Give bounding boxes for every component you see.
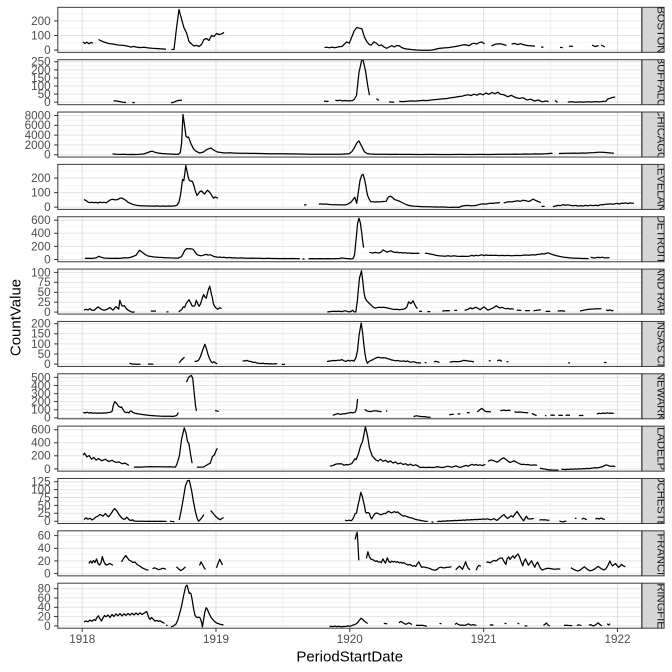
svg-text:2000: 2000 — [25, 139, 52, 152]
svg-text:6000: 6000 — [25, 119, 52, 132]
svg-text:200: 200 — [31, 15, 51, 28]
svg-text:250: 250 — [31, 56, 51, 69]
svg-text:100: 100 — [31, 484, 51, 497]
svg-text:25: 25 — [38, 296, 52, 309]
svg-text:75: 75 — [38, 276, 52, 289]
svg-text:1920: 1920 — [337, 633, 364, 646]
svg-text:NEWARK: NEWARK — [654, 372, 666, 421]
svg-text:100: 100 — [31, 404, 51, 417]
svg-text:ROCHESTER: ROCHESTER — [654, 466, 666, 536]
svg-text:0: 0 — [44, 201, 51, 214]
svg-text:PHILADELPHIA: PHILADELPHIA — [654, 409, 666, 490]
svg-text:0: 0 — [44, 306, 51, 319]
svg-text:60: 60 — [38, 530, 52, 543]
svg-text:CLEVELAND: CLEVELAND — [654, 154, 666, 221]
svg-text:0: 0 — [44, 358, 51, 371]
svg-text:20: 20 — [38, 555, 52, 568]
svg-text:125: 125 — [31, 476, 51, 489]
svg-text:KANSAS CITY: KANSAS CITY — [654, 307, 666, 382]
svg-text:20: 20 — [38, 611, 52, 624]
svg-text:100: 100 — [31, 338, 51, 351]
svg-text:SPRINGFIELD: SPRINGFIELD — [654, 568, 666, 643]
svg-text:25: 25 — [38, 507, 52, 520]
svg-text:600: 600 — [31, 214, 51, 227]
svg-text:200: 200 — [31, 64, 51, 77]
svg-text:0: 0 — [44, 253, 51, 266]
svg-text:0: 0 — [44, 412, 51, 425]
svg-text:1918: 1918 — [69, 633, 95, 646]
svg-text:PeriodStartDate: PeriodStartDate — [296, 649, 403, 666]
svg-text:150: 150 — [31, 72, 51, 85]
svg-text:50: 50 — [38, 286, 52, 299]
svg-text:40: 40 — [38, 542, 52, 555]
svg-text:CountValue: CountValue — [8, 279, 25, 356]
svg-text:200: 200 — [31, 240, 51, 253]
svg-text:100: 100 — [31, 266, 51, 279]
svg-text:500: 500 — [31, 371, 51, 384]
svg-text:60: 60 — [38, 592, 52, 605]
svg-text:200: 200 — [31, 172, 51, 185]
svg-text:1922: 1922 — [604, 633, 630, 646]
svg-text:400: 400 — [31, 227, 51, 240]
svg-text:200: 200 — [31, 396, 51, 409]
svg-text:1921: 1921 — [471, 633, 497, 646]
svg-text:40: 40 — [38, 601, 52, 614]
svg-text:400: 400 — [31, 379, 51, 392]
svg-text:50: 50 — [38, 88, 52, 101]
svg-text:150: 150 — [31, 328, 51, 341]
svg-text:100: 100 — [31, 29, 51, 42]
svg-text:0: 0 — [44, 96, 51, 109]
svg-text:DETROIT: DETROIT — [654, 215, 666, 264]
svg-text:400: 400 — [31, 437, 51, 450]
svg-text:50: 50 — [38, 348, 52, 361]
svg-text:8000: 8000 — [25, 109, 52, 122]
svg-text:GRAND RAPIDS: GRAND RAPIDS — [654, 249, 666, 334]
svg-text:0: 0 — [44, 463, 51, 476]
svg-text:100: 100 — [31, 187, 51, 200]
svg-text:SAN FRANCISCO: SAN FRANCISCO — [654, 507, 666, 599]
svg-text:4000: 4000 — [25, 129, 52, 142]
svg-text:75: 75 — [38, 491, 52, 504]
svg-text:0: 0 — [44, 44, 51, 57]
svg-text:200: 200 — [31, 450, 51, 463]
svg-text:80: 80 — [38, 583, 52, 596]
svg-text:200: 200 — [31, 318, 51, 331]
svg-text:0: 0 — [44, 515, 51, 528]
svg-text:BOSTON: BOSTON — [654, 6, 666, 53]
svg-text:300: 300 — [31, 388, 51, 401]
svg-text:0: 0 — [44, 568, 51, 581]
svg-text:BUFFALO: BUFFALO — [654, 57, 666, 108]
svg-text:CHICAGO: CHICAGO — [654, 108, 666, 161]
svg-text:100: 100 — [31, 80, 51, 93]
svg-text:600: 600 — [31, 424, 51, 437]
svg-text:0: 0 — [44, 149, 51, 162]
svg-text:50: 50 — [38, 499, 52, 512]
svg-text:1919: 1919 — [203, 633, 229, 646]
svg-text:0: 0 — [44, 620, 51, 633]
